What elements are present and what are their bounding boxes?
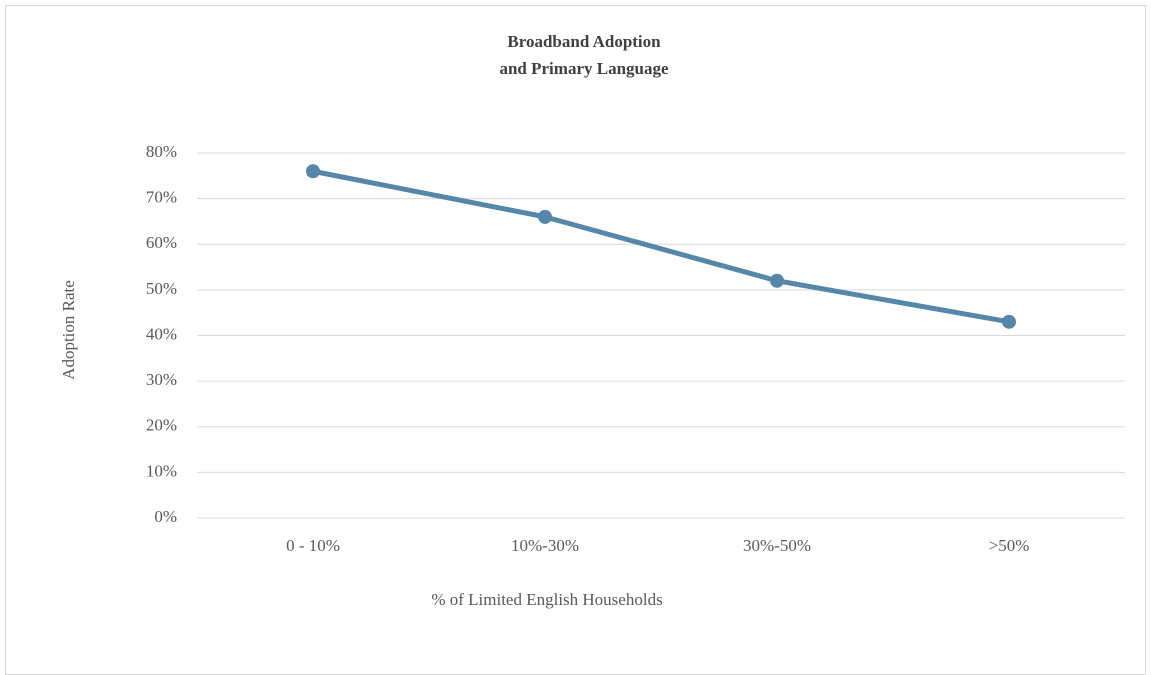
chart-title: and Primary Language bbox=[499, 59, 669, 78]
y-tick-label: 0% bbox=[154, 507, 177, 526]
x-tick-label: 10%-30% bbox=[511, 536, 579, 555]
data-point bbox=[1002, 314, 1016, 329]
data-point bbox=[538, 209, 552, 224]
y-tick-label: 30% bbox=[146, 370, 177, 389]
x-tick-label: 30%-50% bbox=[743, 536, 811, 555]
x-tick-label: 0 - 10% bbox=[286, 536, 340, 555]
y-tick-label: 40% bbox=[146, 324, 177, 343]
x-axis-label: % of Limited English Households bbox=[431, 590, 662, 609]
chart-border bbox=[5, 5, 1146, 675]
data-point bbox=[770, 273, 784, 288]
series-line bbox=[312, 168, 1010, 325]
y-tick-label: 50% bbox=[146, 279, 177, 298]
y-tick-label: 70% bbox=[146, 188, 177, 207]
y-tick-label: 80% bbox=[146, 142, 177, 161]
y-tick-label: 10% bbox=[146, 461, 177, 480]
y-tick-label: 20% bbox=[146, 416, 177, 435]
y-tick-label: 60% bbox=[146, 233, 177, 252]
data-point bbox=[306, 164, 320, 179]
y-axis-label: Adoption Rate bbox=[59, 280, 78, 380]
x-tick-label: >50% bbox=[989, 536, 1030, 555]
chart-title: Broadband Adoption bbox=[507, 32, 661, 51]
